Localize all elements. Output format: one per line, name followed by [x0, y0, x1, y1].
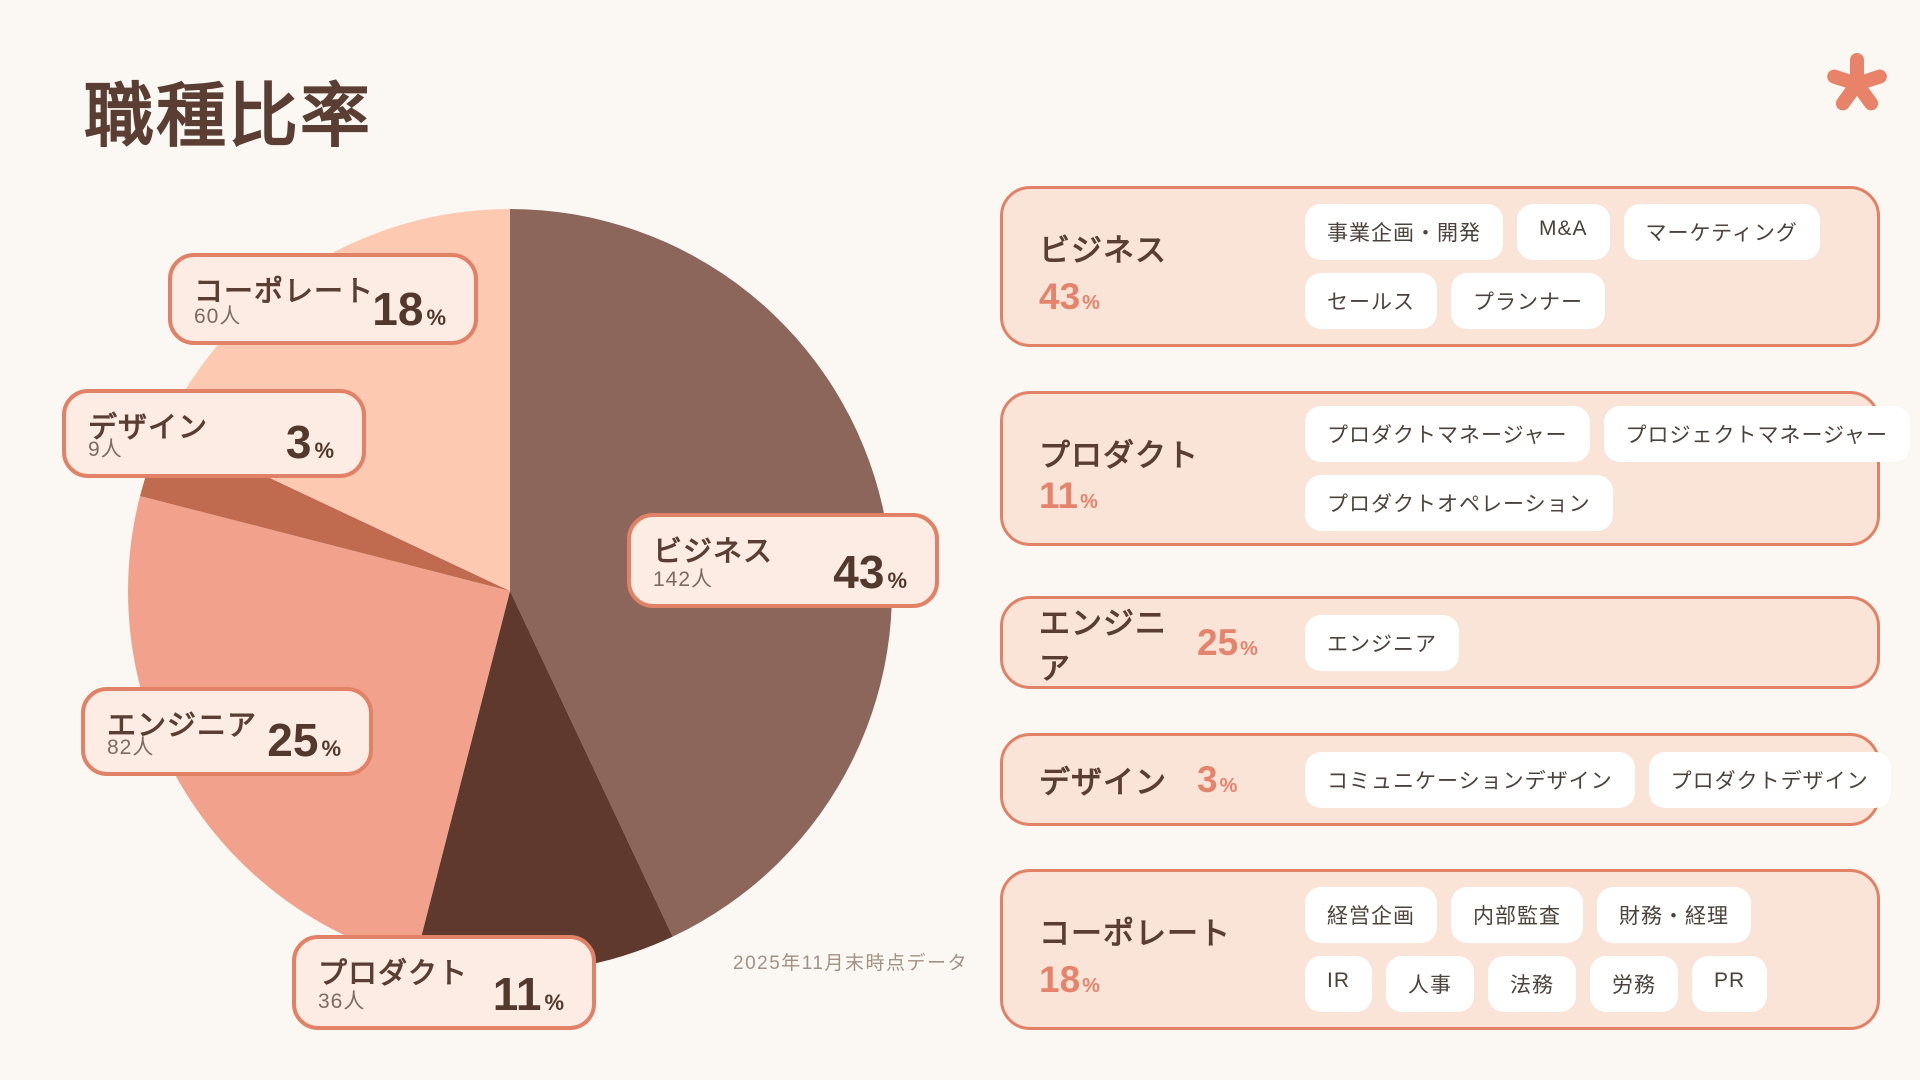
tag-pill: IR — [1305, 956, 1372, 1012]
tag-pill: 労務 — [1590, 956, 1678, 1012]
tag-pill: プロダクトマネージャー — [1305, 406, 1590, 462]
pie-label-count: 36人 — [318, 990, 366, 1013]
category-card-left: プロダクト 11% — [1039, 394, 1305, 543]
category-card-left: デザイン 3% — [1039, 757, 1305, 802]
pie-label-product: プロダクト 36人 11% — [292, 935, 596, 1030]
pie-label-engineer: エンジニア 82人 25% — [81, 687, 373, 776]
pie-label-percent: 25% — [267, 714, 341, 766]
asterisk-arm — [1827, 69, 1864, 91]
category-tags: コミュニケーションデザイン プロダクトデザイン — [1305, 751, 1891, 808]
category-percent: 18% — [1039, 959, 1100, 1000]
pie-label-title: コーポレート — [194, 276, 375, 308]
tag-pill: プロダクトデザイン — [1648, 751, 1891, 808]
pie-label-business: ビジネス 142人 43% — [627, 513, 939, 608]
pie-label-title: ビジネス — [653, 536, 774, 568]
tag-pill: 法務 — [1488, 956, 1576, 1012]
category-card-left: エンジニア 25% — [1039, 598, 1305, 688]
category-card-business: ビジネス 43% 事業企画・開発 M&A マーケティング セールス プランナー — [1000, 186, 1880, 347]
tag-pill: 経営企画 — [1305, 887, 1437, 943]
tag-pill: コミュニケーションデザイン — [1305, 751, 1635, 808]
pie-label-corporate: コーポレート 60人 18% — [168, 253, 478, 345]
category-percent: 11% — [1039, 475, 1098, 516]
asterisk-logo-icon — [1827, 53, 1887, 111]
category-percent: 25% — [1197, 621, 1258, 663]
tag-pill: プロダクトオペレーション — [1305, 475, 1613, 531]
tag-pill: PR — [1692, 956, 1768, 1012]
category-tags: 事業企画・開発 M&A マーケティング セールス プランナー — [1305, 189, 1855, 344]
category-name: プロダクト — [1039, 438, 1199, 473]
category-tags: プロダクトマネージャー プロジェクトマネージャー プロダクトオペレーション — [1305, 394, 1911, 543]
pie-label-title: エンジニア — [107, 710, 258, 742]
pie-label-count: 82人 — [107, 736, 155, 759]
tag-pill: 内部監査 — [1451, 887, 1583, 943]
pie-label-title: デザイン — [88, 412, 209, 444]
pie-label-percent: 3% — [285, 416, 334, 468]
category-name: エンジニア — [1039, 605, 1167, 686]
pie-label-design: デザイン 9人 3% — [62, 389, 366, 478]
tag-pill: マーケティング — [1623, 204, 1820, 260]
tag-pill: 財務・経理 — [1597, 887, 1751, 943]
pie-label-percent: 11% — [492, 968, 564, 1020]
tag-pill: プロジェクトマネージャー — [1603, 406, 1911, 462]
category-name: コーポレート — [1039, 916, 1231, 951]
pie-slice-1 — [415, 591, 673, 973]
pie-label-percent: 43% — [833, 546, 907, 598]
tag-pill: 人事 — [1386, 956, 1474, 1012]
category-card-corporate: コーポレート 18% 経営企画 内部監査 財務・経理 IR 人事 法務 労務 P… — [1000, 869, 1880, 1030]
tag-pill: 事業企画・開発 — [1305, 204, 1503, 260]
category-card-left: コーポレート 18% — [1039, 872, 1305, 1027]
category-card-product: プロダクト 11% プロダクトマネージャー プロジェクトマネージャー プロダクト… — [1000, 391, 1911, 546]
category-name: デザイン — [1039, 765, 1167, 800]
category-card-left: ビジネス 43% — [1039, 189, 1305, 344]
tag-pill: エンジニア — [1305, 614, 1459, 671]
category-percent: 43% — [1039, 276, 1100, 317]
category-card-engineer: エンジニア 25% エンジニア — [1000, 596, 1880, 689]
pie-label-count: 60人 — [194, 305, 242, 328]
pie-label-percent: 18% — [372, 283, 446, 335]
data-date-footnote: 2025年11月末時点データ — [733, 953, 968, 974]
category-tags: エンジニア — [1305, 614, 1855, 671]
category-percent: 3% — [1197, 758, 1238, 800]
tag-pill: M&A — [1517, 204, 1610, 260]
tag-pill: プランナー — [1451, 273, 1605, 329]
page-title: 職種比率 — [84, 77, 372, 155]
category-card-design: デザイン 3% コミュニケーションデザイン プロダクトデザイン — [1000, 733, 1891, 826]
pie-label-count: 142人 — [653, 568, 714, 591]
tag-pill: セールス — [1305, 273, 1437, 329]
category-name: ビジネス — [1039, 233, 1167, 268]
pie-label-count: 9人 — [88, 438, 123, 461]
category-tags: 経営企画 内部監査 財務・経理 IR 人事 法務 労務 PR — [1305, 872, 1855, 1027]
pie-label-title: プロダクト — [318, 958, 469, 990]
